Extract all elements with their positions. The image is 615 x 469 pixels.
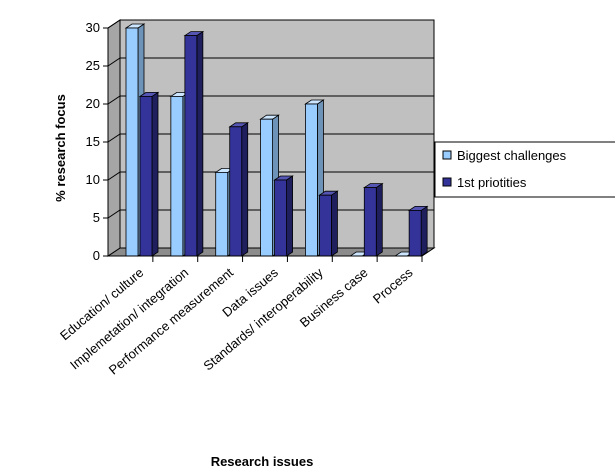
bar-1st-priotities-0-front [139,96,153,257]
bar-1st-priotities-0-side [151,91,159,257]
gridline [107,19,434,29]
y-tick-label: 5 [93,210,100,225]
bar-1st-priotities-3-side [286,175,293,257]
bar-biggest-challenges-4-front [305,103,318,257]
bar-1st-priotities-0 [138,91,160,257]
x-axis-title: Research issues [211,454,314,469]
y-axis-title: % research focus [53,94,68,202]
bar-1st-priotities-2 [228,122,250,257]
y-tick-label: 30 [86,20,100,35]
axes [103,27,423,262]
bar-1st-priotities-3-front [274,179,287,257]
bar-1st-priotities-2-front [229,126,243,257]
bar-1st-priotities-1-side [196,30,204,257]
bar-biggest-challenges-2-front [215,171,229,257]
legend-label-biggest-challenges: Biggest challenges [457,148,567,163]
bar-biggest-challenges-1-front [170,96,184,257]
y-tick-label: 20 [86,96,100,111]
bar-biggest-challenges-0-front [125,27,139,257]
bar-1st-priotities-6-side [420,205,428,257]
bar-1st-priotities-3 [273,175,294,257]
gridlines [107,19,434,219]
bar-1st-priotities-5-front [363,187,377,257]
bar-1st-priotities-6 [407,205,429,257]
bar-1st-priotities-4 [318,190,339,257]
legend-box [434,141,615,198]
bar-1st-priotities-5 [362,182,384,257]
gridline [107,57,434,67]
gridline [107,95,434,105]
legend: Biggest challenges 1st priotities [434,141,615,198]
gridline [107,133,434,143]
bar-1st-priotities-4-front [319,194,332,257]
bar-1st-priotities-4-side [331,190,338,257]
y-tick-labels: 0 5 10 15 20 25 30 [86,20,100,263]
y-tick-label: 0 [93,248,100,263]
y-tick-label: 10 [86,172,100,187]
bar-1st-priotities-6-front [408,209,422,257]
bar-1st-priotities-1 [183,30,205,257]
legend-swatch-biggest-challenges [442,150,452,160]
bar-1st-priotities-2-side [241,122,249,257]
bar-biggest-challenges-3-front [260,118,273,257]
legend-label-1st-priotities: 1st priotities [457,175,527,190]
bars [124,23,429,257]
bar-1st-priotities-1-front [184,35,198,257]
legend-swatch-1st-priotities [442,177,452,187]
x-tick-label: Process [370,264,416,306]
y-tick-label: 15 [86,134,100,149]
gridline [107,171,434,181]
bar-1st-priotities-5-side [375,182,383,257]
y-tick-label: 25 [86,58,100,73]
